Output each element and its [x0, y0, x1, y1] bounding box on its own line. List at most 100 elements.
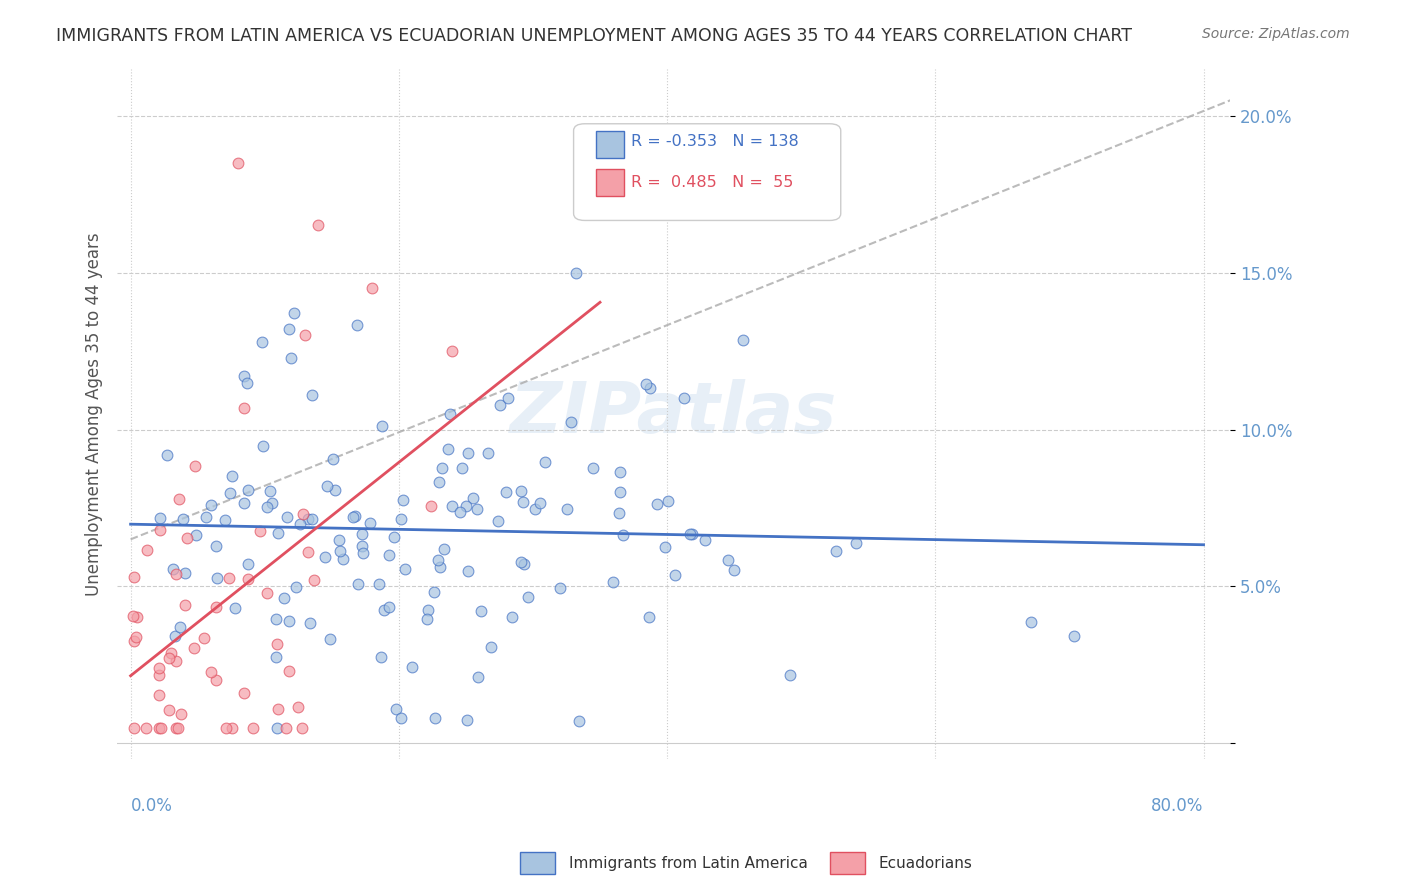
Point	[148, 688, 170, 702]
Point	[513, 557, 536, 571]
Point	[612, 527, 634, 541]
Point	[280, 351, 302, 365]
Text: R =  0.485   N =  55: R = 0.485 N = 55	[631, 175, 794, 190]
Point	[454, 499, 477, 513]
Point	[277, 322, 299, 336]
Point	[165, 566, 187, 581]
Point	[266, 721, 288, 735]
Point	[232, 369, 254, 384]
Point	[352, 546, 374, 560]
Point	[477, 446, 499, 460]
Point	[609, 466, 631, 480]
Point	[148, 668, 170, 682]
Text: R = -0.353   N = 138: R = -0.353 N = 138	[631, 134, 799, 149]
Point	[523, 502, 546, 516]
Point	[149, 523, 172, 537]
Point	[672, 392, 695, 406]
Point	[560, 416, 582, 430]
Y-axis label: Unemployment Among Ages 35 to 44 years: Unemployment Among Ages 35 to 44 years	[86, 232, 103, 596]
Point	[184, 459, 207, 474]
Point	[717, 553, 740, 567]
Point	[276, 509, 298, 524]
Point	[149, 511, 172, 525]
Point	[200, 498, 222, 512]
Point	[233, 686, 256, 700]
Point	[457, 564, 479, 578]
Point	[501, 609, 523, 624]
Point	[534, 455, 557, 469]
Point	[426, 553, 449, 567]
Point	[232, 496, 254, 510]
Point	[389, 711, 412, 725]
Point	[176, 531, 198, 545]
Point	[174, 566, 197, 580]
Point	[273, 591, 295, 606]
Point	[219, 485, 242, 500]
Point	[1019, 615, 1042, 629]
Point	[260, 496, 283, 510]
Point	[167, 492, 190, 507]
Point	[165, 654, 187, 668]
Point	[401, 660, 423, 674]
Point	[609, 484, 631, 499]
Point	[135, 721, 157, 735]
Point	[149, 721, 172, 735]
Point	[385, 702, 408, 716]
Point	[183, 640, 205, 655]
Point	[283, 306, 305, 320]
Text: 0.0%: 0.0%	[131, 797, 173, 814]
Point	[214, 513, 236, 527]
Point	[125, 610, 148, 624]
Point	[136, 542, 159, 557]
Text: Ecuadorians: Ecuadorians	[879, 856, 973, 871]
Point	[389, 512, 412, 526]
Point	[122, 609, 145, 624]
Point	[301, 388, 323, 402]
Point	[634, 376, 657, 391]
Point	[361, 281, 384, 295]
Point	[548, 581, 571, 595]
Point	[416, 612, 439, 626]
Point	[148, 661, 170, 675]
Point	[529, 496, 551, 510]
Point	[162, 561, 184, 575]
Point	[194, 510, 217, 524]
Point	[370, 650, 392, 665]
Point	[457, 446, 479, 460]
Point	[456, 713, 478, 727]
Point	[392, 493, 415, 508]
Point	[430, 460, 453, 475]
Point	[664, 567, 686, 582]
Point	[638, 609, 661, 624]
Point	[342, 510, 364, 524]
Point	[267, 702, 290, 716]
Point	[236, 557, 259, 571]
Text: ZIPatlas: ZIPatlas	[510, 379, 838, 449]
Point	[170, 706, 193, 721]
Point	[495, 484, 517, 499]
Point	[304, 573, 326, 587]
Point	[205, 673, 228, 688]
Point	[156, 448, 179, 462]
Point	[221, 721, 243, 735]
Point	[845, 535, 868, 549]
Point	[346, 318, 368, 333]
Point	[277, 614, 299, 628]
Point	[291, 721, 314, 735]
Point	[347, 577, 370, 591]
Point	[215, 721, 238, 735]
Point	[350, 527, 373, 541]
Point	[437, 442, 460, 457]
Point	[486, 514, 509, 528]
Point	[420, 500, 443, 514]
Point	[467, 670, 489, 684]
Point	[233, 401, 256, 415]
Point	[609, 506, 631, 520]
Point	[278, 664, 301, 678]
Point	[322, 452, 344, 467]
Point	[394, 562, 416, 576]
Point	[122, 633, 145, 648]
Point	[172, 512, 194, 526]
Point	[465, 501, 488, 516]
Point	[274, 721, 297, 735]
